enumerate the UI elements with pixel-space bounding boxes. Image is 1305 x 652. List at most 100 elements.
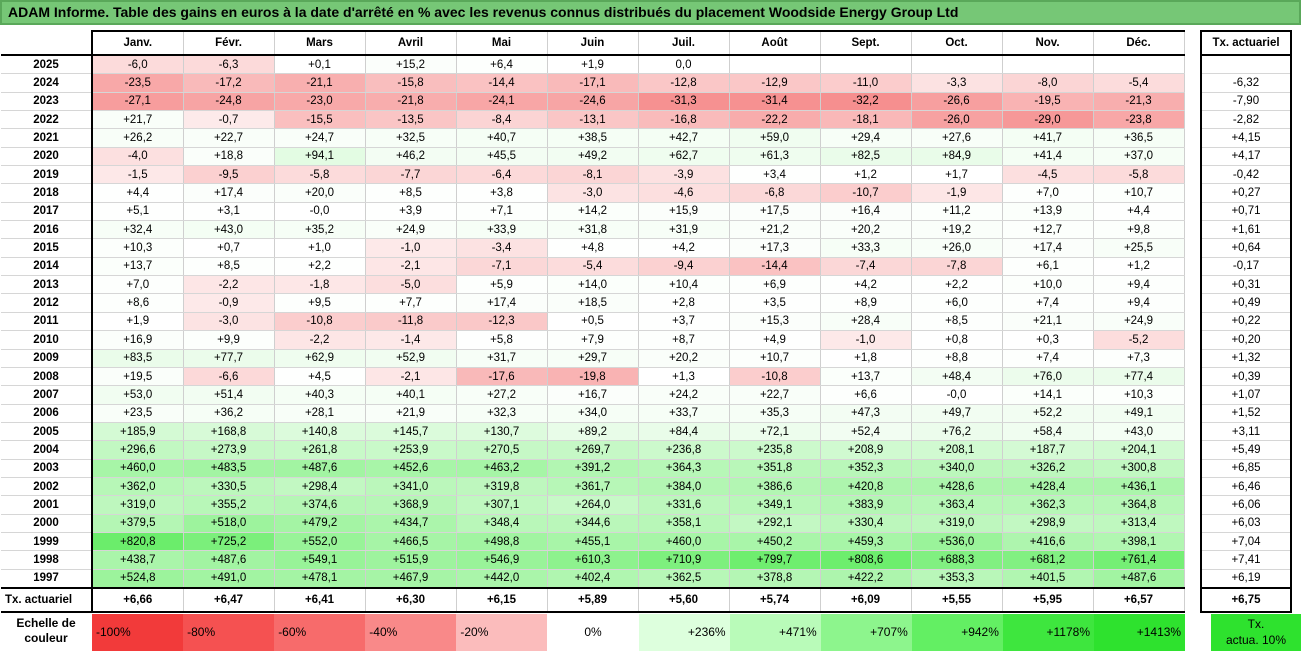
- value-cell: +1,3: [638, 367, 730, 387]
- value-cell: +1,0: [274, 238, 366, 258]
- value-cell: +32,3: [456, 404, 548, 423]
- value-cell: +16,9: [92, 330, 184, 350]
- scale-cell: +236%: [638, 614, 730, 651]
- actuarial-cell: +6,85: [1200, 459, 1292, 478]
- value-cell: +7,3: [1093, 349, 1185, 368]
- table-row: 2024 -23,5 -17,2 -21,1 -15,8 -14,4 -17,1 -12,8-…: [1, 73, 1292, 93]
- value-cell: +33,3: [820, 238, 912, 258]
- value-cell: +8,7: [638, 330, 730, 350]
- value-cell: -31,3: [638, 92, 730, 112]
- value-cell: +549,1: [274, 550, 366, 570]
- gap-cell: [1184, 238, 1201, 258]
- value-cell: +352,3: [820, 459, 912, 478]
- value-cell: +422,2: [820, 569, 912, 589]
- value-cell: -21,3: [1093, 92, 1185, 112]
- value-cell: +379,5: [92, 514, 184, 533]
- gap-cell: [1184, 293, 1201, 313]
- value-cell: -26,0: [911, 110, 1003, 130]
- scale-cell: -60%: [274, 614, 366, 651]
- value-cell: +236,8: [638, 440, 730, 460]
- value-cell: +13,9: [1002, 202, 1094, 222]
- actuarial-cell: +1,07: [1200, 385, 1292, 405]
- value-cell: +24,9: [365, 220, 457, 240]
- value-cell: +27,6: [911, 128, 1003, 148]
- value-cell: -1,4: [365, 330, 457, 350]
- value-cell: +3,4: [729, 165, 821, 185]
- value-cell: +479,2: [274, 514, 366, 533]
- gap-cell: [1184, 385, 1201, 405]
- footer-value-cell: +6,09: [820, 586, 912, 613]
- actuarial-cell: +4,15: [1200, 128, 1292, 148]
- value-cell: +799,7: [729, 550, 821, 570]
- gap-cell: [1184, 110, 1201, 129]
- month-header: Avril: [365, 30, 457, 56]
- scale-cell: -20%: [456, 614, 548, 651]
- year-cell: 2014: [1, 257, 93, 277]
- gap-cell: [1184, 92, 1201, 111]
- value-cell: +478,1: [274, 569, 366, 589]
- actuarial-header: Tx. actuariel: [1200, 30, 1292, 56]
- actuarial-cell: +0,31: [1200, 275, 1292, 295]
- value-cell: +19,5: [92, 367, 184, 387]
- value-cell: +45,5: [456, 147, 548, 167]
- scale-tx-line2: actua. 10%: [1225, 633, 1287, 647]
- value-cell: +270,5: [456, 440, 548, 460]
- scale-tx-actuariel: Tx. actua. 10%: [1211, 614, 1301, 651]
- actuarial-cell: -2,82: [1200, 110, 1292, 130]
- value-cell: +204,1: [1093, 440, 1185, 460]
- value-cell: -8,4: [456, 110, 548, 130]
- value-cell: [911, 55, 1003, 75]
- value-cell: +9,4: [1093, 293, 1185, 313]
- actuarial-cell: +0,39: [1200, 367, 1292, 387]
- actuarial-cell: +6,19: [1200, 569, 1292, 589]
- value-cell: -8,0: [1002, 73, 1094, 93]
- value-cell: +27,2: [456, 385, 548, 405]
- footer-value-cell: +5,95: [1002, 586, 1094, 613]
- value-cell: +13,7: [92, 257, 184, 277]
- value-cell: +491,0: [183, 569, 275, 589]
- value-cell: +3,5: [729, 293, 821, 313]
- page-title: ADAM Informe. Table des gains en euros à…: [0, 0, 1301, 25]
- footer-value-cell: +5,55: [911, 586, 1003, 613]
- value-cell: +7,0: [1002, 183, 1094, 203]
- gap-cell: [1184, 73, 1201, 93]
- year-cell: 2001: [1, 495, 93, 515]
- gap-cell: [1184, 404, 1201, 423]
- value-cell: +0,3: [1002, 330, 1094, 350]
- gap-cell: [1184, 514, 1201, 533]
- value-cell: +14,1: [1002, 385, 1094, 405]
- value-cell: -7,7: [365, 165, 457, 185]
- value-cell: +808,6: [820, 550, 912, 570]
- year-cell: 2009: [1, 349, 93, 368]
- value-cell: +20,2: [820, 220, 912, 240]
- year-cell: 1997: [1, 569, 93, 589]
- value-cell: +32,4: [92, 220, 184, 240]
- value-cell: +185,9: [92, 422, 184, 442]
- value-cell: +4,5: [274, 367, 366, 387]
- value-cell: +17,5: [729, 202, 821, 222]
- value-cell: +313,4: [1093, 514, 1185, 533]
- value-cell: -0,7: [183, 110, 275, 130]
- value-cell: -2,2: [274, 330, 366, 350]
- value-cell: -7,1: [456, 257, 548, 277]
- value-cell: +72,1: [729, 422, 821, 442]
- value-cell: +28,1: [274, 404, 366, 423]
- value-cell: +300,8: [1093, 459, 1185, 478]
- year-cell: 1999: [1, 532, 93, 552]
- value-cell: +319,0: [92, 495, 184, 515]
- value-cell: +19,2: [911, 220, 1003, 240]
- value-cell: +22,7: [729, 385, 821, 405]
- value-cell: +76,0: [1002, 367, 1094, 387]
- value-cell: +9,8: [1093, 220, 1185, 240]
- gap-cell: [1184, 477, 1201, 496]
- value-cell: -24,1: [456, 92, 548, 112]
- value-cell: +20,2: [638, 349, 730, 368]
- value-cell: -19,8: [547, 367, 639, 387]
- value-cell: +3,1: [183, 202, 275, 222]
- value-cell: -8,1: [547, 165, 639, 185]
- value-cell: -7,8: [911, 257, 1003, 277]
- table-row: 2019 -1,5 -9,5 -5,8 -7,7 -6,4 -8,1 -3,9 +3,4 +1,2…: [1, 165, 1292, 185]
- table-row: 2000 +379,5 +518,0 +479,2 +434,7 +348,4 +344,6…: [1, 514, 1292, 533]
- value-cell: +0,7: [183, 238, 275, 258]
- value-cell: -7,4: [820, 257, 912, 277]
